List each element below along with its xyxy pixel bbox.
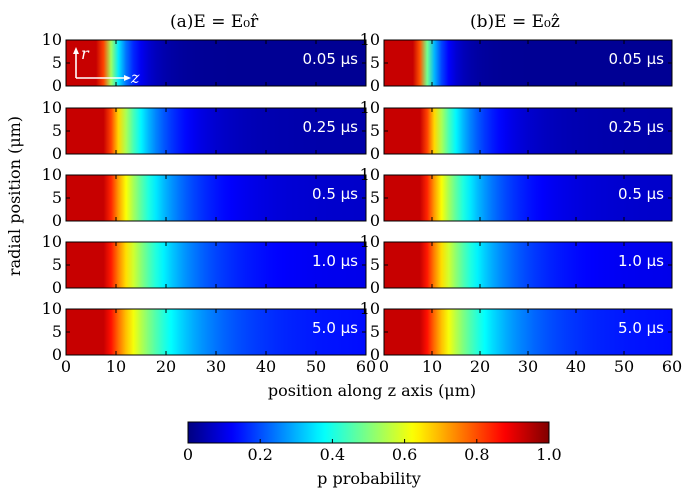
y-tick-label: 0 bbox=[370, 144, 380, 163]
heatmap-panel-right-2 bbox=[383, 107, 673, 155]
time-label: 5.0 μs bbox=[312, 319, 358, 337]
time-label: 0.05 μs bbox=[608, 50, 664, 68]
y-tick-label: 5 bbox=[52, 255, 62, 274]
x-tick-label: 50 bbox=[306, 357, 326, 376]
time-label: 0.5 μs bbox=[618, 185, 664, 203]
x-tick-label: 20 bbox=[470, 357, 490, 376]
time-label: 1.0 μs bbox=[312, 252, 358, 270]
y-tick-label: 10 bbox=[360, 232, 380, 251]
x-tick-label: 40 bbox=[566, 357, 586, 376]
y-tick-label: 10 bbox=[42, 98, 62, 117]
y-tick-label: 5 bbox=[52, 53, 62, 72]
heatmap-panel-left-2 bbox=[65, 107, 367, 155]
y-tick-label: 0 bbox=[52, 345, 62, 364]
y-tick-label: 0 bbox=[52, 211, 62, 230]
colorbar-tick-label: 0 bbox=[183, 445, 193, 464]
y-tick-label: 0 bbox=[370, 278, 380, 297]
y-tick-label: 0 bbox=[370, 211, 380, 230]
y-tick-label: 10 bbox=[42, 165, 62, 184]
y-tick-label: 5 bbox=[370, 121, 380, 140]
x-tick-label: 0 bbox=[61, 357, 71, 376]
y-tick-label: 5 bbox=[370, 188, 380, 207]
y-tick-label: 0 bbox=[370, 345, 380, 364]
y-tick-label: 10 bbox=[42, 232, 62, 251]
y-tick-label: 5 bbox=[370, 53, 380, 72]
y-tick-label: 5 bbox=[52, 322, 62, 341]
y-tick-label: 10 bbox=[42, 30, 62, 49]
inset-r-arrowhead bbox=[73, 47, 79, 54]
x-tick-label: 30 bbox=[518, 357, 538, 376]
x-tick-label: 10 bbox=[106, 357, 126, 376]
x-tick-label: 30 bbox=[206, 357, 226, 376]
time-label: 0.05 μs bbox=[302, 50, 358, 68]
time-label: 5.0 μs bbox=[618, 319, 664, 337]
inset-z-arrowhead bbox=[124, 75, 131, 81]
y-axis-label: radial position (μm) bbox=[5, 116, 24, 276]
x-tick-label: 0 bbox=[379, 357, 389, 376]
y-tick-label: 10 bbox=[360, 299, 380, 318]
time-label: 0.25 μs bbox=[608, 118, 664, 136]
colorbar-tick-label: 0.2 bbox=[247, 445, 272, 464]
y-tick-label: 5 bbox=[370, 322, 380, 341]
x-tick-label: 50 bbox=[614, 357, 634, 376]
right-column-title: (b)E = E₀ẑ bbox=[470, 12, 560, 32]
left-column-title: (a)E = E₀r̂ bbox=[170, 12, 259, 32]
inset-r-label: r bbox=[81, 44, 90, 63]
colorbar-gradient bbox=[187, 421, 550, 444]
x-axis-label: position along z axis (μm) bbox=[268, 381, 476, 400]
colorbar-tick-label: 0.8 bbox=[464, 445, 489, 464]
colorbar-label: p probability bbox=[317, 469, 421, 488]
time-label: 0.25 μs bbox=[302, 118, 358, 136]
colorbar-tick-label: 1.0 bbox=[536, 445, 561, 464]
y-tick-label: 10 bbox=[360, 165, 380, 184]
heatmap-panel-right-4 bbox=[383, 241, 673, 289]
y-tick-label: 5 bbox=[370, 255, 380, 274]
y-tick-label: 5 bbox=[52, 188, 62, 207]
x-tick-label: 40 bbox=[256, 357, 276, 376]
y-tick-label: 10 bbox=[360, 98, 380, 117]
x-tick-label: 60 bbox=[356, 357, 376, 376]
x-tick-label: 60 bbox=[662, 357, 682, 376]
x-tick-label: 20 bbox=[156, 357, 176, 376]
heatmap-panel-left-3 bbox=[65, 174, 367, 222]
y-tick-label: 0 bbox=[52, 76, 62, 95]
y-tick-label: 10 bbox=[360, 30, 380, 49]
inset-z-label: z bbox=[130, 68, 140, 87]
colorbar-tick-label: 0.4 bbox=[320, 445, 345, 464]
y-tick-label: 0 bbox=[52, 278, 62, 297]
y-tick-label: 0 bbox=[370, 76, 380, 95]
time-label: 0.5 μs bbox=[312, 185, 358, 203]
colorbar: 0 0.2 0.4 0.6 0.8 1.0 p probability bbox=[183, 421, 562, 488]
y-tick-label: 0 bbox=[52, 144, 62, 163]
time-label: 1.0 μs bbox=[618, 252, 664, 270]
x-tick-label: 10 bbox=[422, 357, 442, 376]
y-tick-label: 10 bbox=[42, 299, 62, 318]
colorbar-tick-label: 0.6 bbox=[392, 445, 417, 464]
y-tick-label: 5 bbox=[52, 121, 62, 140]
